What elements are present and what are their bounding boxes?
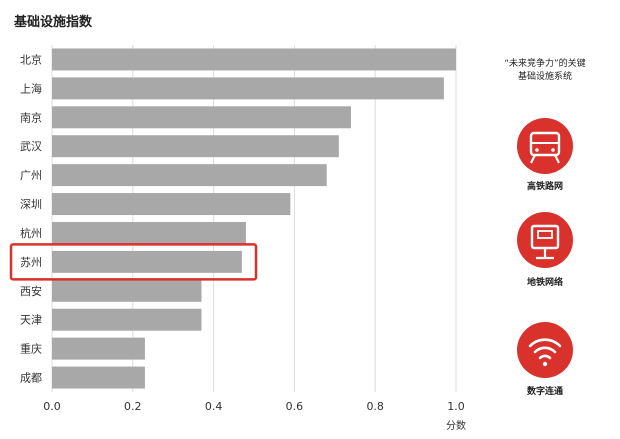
bar	[52, 164, 327, 187]
category-label: 杭州	[20, 226, 42, 240]
train-icon	[517, 118, 573, 174]
x-axis-label: 分数	[446, 419, 466, 432]
bar	[52, 106, 351, 129]
x-tick-label: 0.8	[366, 400, 384, 413]
bar	[52, 135, 339, 158]
subway-icon	[517, 212, 573, 268]
bar	[52, 193, 291, 216]
category-label: 苏州	[20, 256, 42, 269]
x-tick-label: 0.0	[43, 400, 61, 413]
x-tick-label: 0.2	[124, 400, 142, 413]
x-tick-labels: 0.0 0.2 0.4 0.6 0.8 1.0	[43, 400, 465, 413]
category-label: 成都	[20, 372, 42, 385]
category-label: 北京	[20, 52, 42, 66]
sidebar-item-label-3: 数字连通	[527, 385, 563, 397]
bar	[52, 250, 242, 273]
bar	[52, 48, 456, 71]
x-tick-label: 0.6	[286, 400, 304, 413]
wifi-icon	[517, 322, 573, 378]
category-label: 上海	[20, 81, 42, 95]
x-tick-label: 0.4	[205, 400, 223, 413]
bar	[52, 279, 202, 302]
sidebar-panel: “未来竞争力”的关键 基础设施系统 高铁路网 地铁网络	[504, 57, 585, 397]
category-label: 广州	[20, 169, 42, 182]
sidebar-item-label-2: 地铁网络	[527, 276, 563, 288]
bar	[52, 221, 246, 244]
bar	[52, 366, 145, 389]
bar	[52, 308, 202, 331]
category-label: 西安	[20, 284, 42, 298]
chart-grid	[51, 45, 457, 392]
bar	[52, 337, 145, 360]
bar	[52, 77, 444, 100]
chart-title: 基础设施指数	[13, 14, 93, 30]
chart-bars	[52, 48, 456, 389]
sidebar-caption-line-1: “未来竞争力”的关键	[504, 57, 585, 69]
category-label: 重庆	[20, 342, 42, 356]
category-label: 深圳	[20, 198, 42, 211]
sidebar-caption-line-2: 基础设施系统	[518, 70, 572, 82]
sidebar-item-label-1: 高铁路网	[527, 180, 563, 192]
x-tick-label: 1.0	[447, 400, 465, 413]
category-label: 南京	[20, 110, 42, 124]
category-label: 武汉	[20, 140, 42, 153]
category-label: 天津	[20, 314, 42, 327]
highlight-box	[9, 243, 258, 281]
